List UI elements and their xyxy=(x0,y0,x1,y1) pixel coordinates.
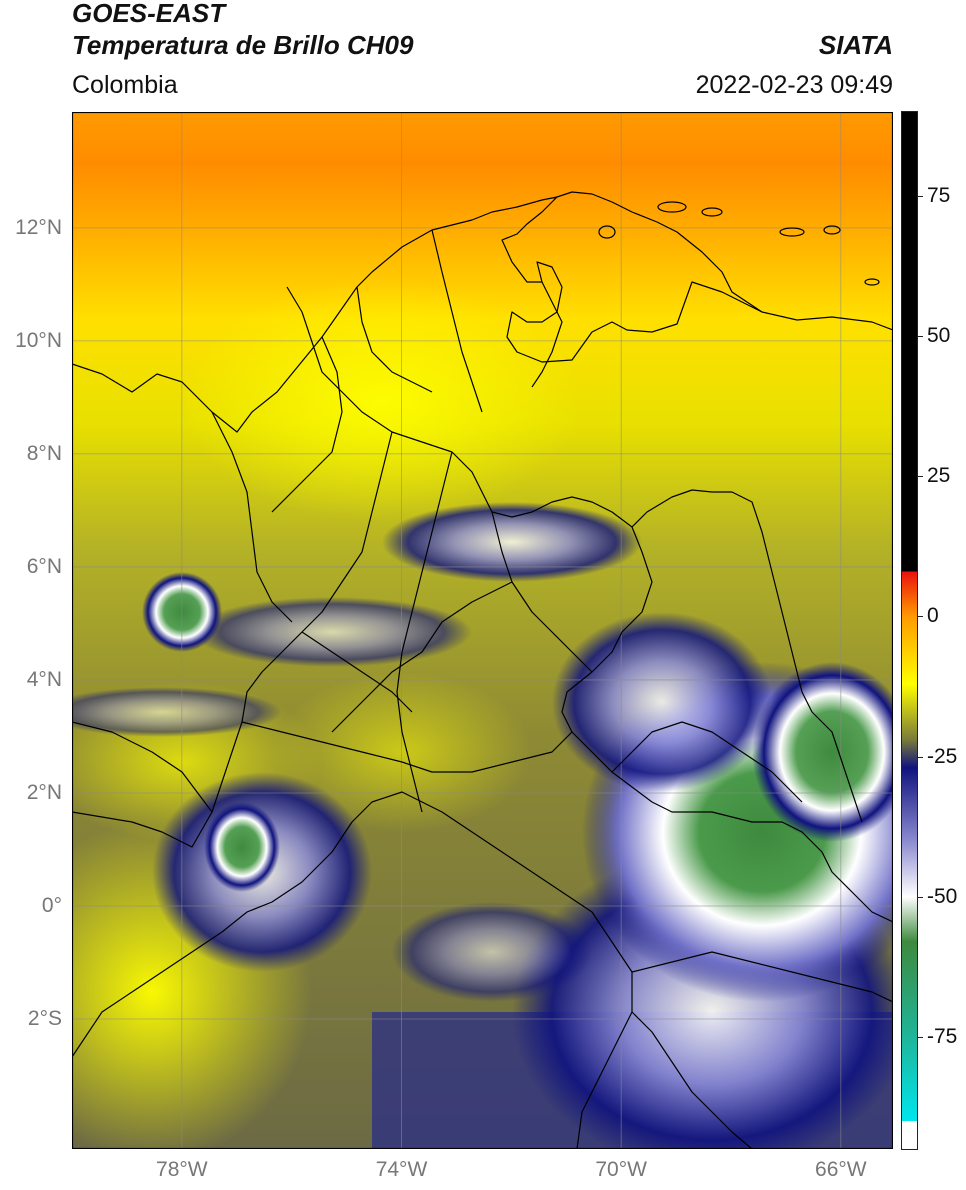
lat-tick-label: 4°N xyxy=(26,667,62,691)
colorbar-tick-label: -75 xyxy=(927,1024,958,1048)
lat-tick-label: 0° xyxy=(41,893,62,917)
cloud-cluster-llanos xyxy=(552,612,772,792)
graticule xyxy=(72,112,893,1149)
product-title: Temperatura de Brillo CH09 xyxy=(72,30,414,60)
colorbar-tick-label: 0 xyxy=(927,604,939,628)
warm-area-central xyxy=(272,672,532,832)
cloud-cluster-south xyxy=(392,902,592,1002)
map-frame xyxy=(72,112,893,1149)
lon-tick-label: 70°W xyxy=(595,1158,647,1181)
convective-cell-narino xyxy=(204,802,280,892)
brand-label: SIATA xyxy=(818,30,893,60)
satellite-title: GOES-EAST xyxy=(72,0,226,28)
colorbar-tick-mark xyxy=(917,1036,923,1038)
colorbar-tick-mark xyxy=(917,756,923,758)
colorbar-tick-label: -25 xyxy=(927,744,958,768)
colorbar-tick-mark xyxy=(917,616,923,618)
lat-tick-label: 8°N xyxy=(26,441,62,465)
cloud-streak-pacific xyxy=(72,687,282,737)
colorbar-tick-label: 50 xyxy=(927,324,951,348)
cloud-line-andes xyxy=(192,597,472,667)
timestamp-label: 2022-02-23 09:49 xyxy=(695,71,893,99)
convective-cloud-far-east xyxy=(752,662,893,842)
colorbar xyxy=(901,111,918,1150)
lon-tick-label: 74°W xyxy=(375,1158,428,1181)
colorbar-tick-mark xyxy=(917,896,923,898)
colorbar-tick-mark xyxy=(917,196,923,198)
satellite-map xyxy=(72,112,893,1149)
lat-tick-label: 10°N xyxy=(15,328,62,352)
lat-tick-label: 6°N xyxy=(26,554,62,578)
lon-tick-label: 78°W xyxy=(156,1158,208,1181)
lat-tick-label: 2°S xyxy=(27,1007,62,1031)
colorbar-tick-mark xyxy=(917,336,923,338)
coastline-and-borders xyxy=(72,191,893,1149)
warm-area-north xyxy=(182,282,582,522)
lat-tick-label: 12°N xyxy=(15,215,62,239)
colorbar-tick-mark xyxy=(917,476,923,478)
region-label: Colombia xyxy=(72,71,178,99)
lon-tick-label: 66°W xyxy=(815,1158,867,1181)
cloud-line-6n xyxy=(382,502,642,582)
lat-tick-label: 2°N xyxy=(26,780,62,804)
colorbar-tick-label: 75 xyxy=(927,184,951,208)
colorbar-tick-label: 25 xyxy=(927,464,951,488)
colorbar-tick-label: -50 xyxy=(927,884,958,908)
